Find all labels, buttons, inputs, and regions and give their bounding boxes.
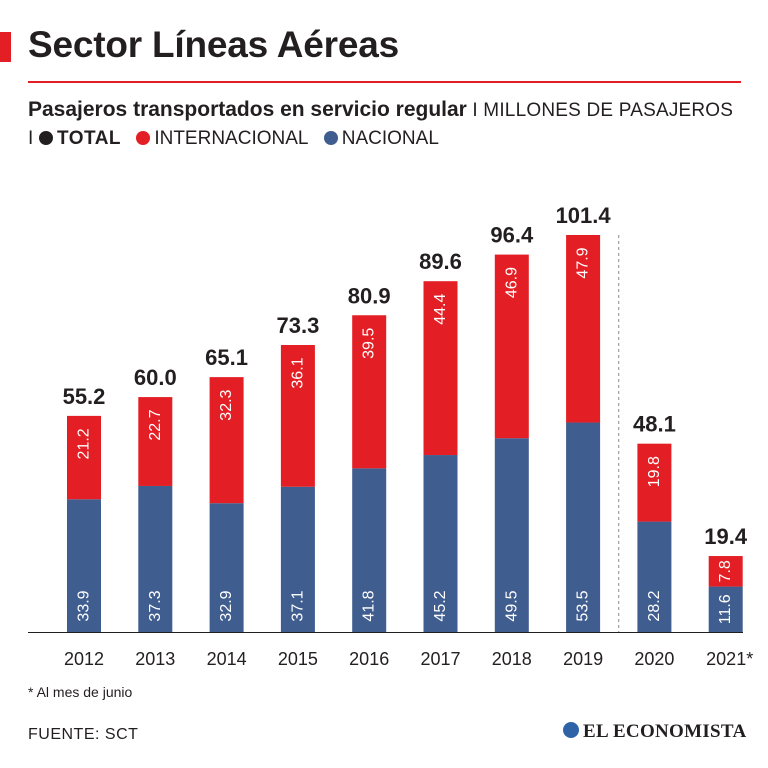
legend-total-dot bbox=[38, 131, 53, 145]
x-tick-2013: 2013 bbox=[135, 649, 175, 669]
bar-nacional-2017 bbox=[423, 455, 458, 632]
label-nacional-2020: 28.2 bbox=[646, 590, 663, 621]
total-label-2018: 96.4 bbox=[490, 223, 534, 248]
label-internacional-2016: 39.5 bbox=[361, 328, 378, 359]
title-divider bbox=[28, 81, 741, 83]
legend-internacional-dot bbox=[136, 131, 151, 145]
x-tick-2018: 2018 bbox=[492, 649, 532, 669]
bar-internacional-2014 bbox=[209, 377, 244, 504]
legend-internacional-label: INTERNACIONAL bbox=[154, 128, 309, 149]
total-label-2012: 55.2 bbox=[63, 384, 106, 409]
label-nacional-2012: 33.9 bbox=[76, 590, 93, 621]
x-tick-2021*: 2021* bbox=[706, 649, 753, 669]
total-label-2016: 80.9 bbox=[348, 283, 391, 308]
x-tick-2020: 2020 bbox=[634, 649, 674, 669]
legend-nacional-label: NACIONAL bbox=[341, 128, 439, 149]
label-nacional-2021*: 11.6 bbox=[717, 594, 734, 624]
bar-internacional-2016 bbox=[352, 315, 387, 469]
brand-name: EL ECONOMISTA bbox=[583, 721, 747, 742]
legend-item-total: TOTAL bbox=[38, 128, 122, 149]
label-nacional-2013: 37.3 bbox=[147, 590, 164, 621]
legend-total-label: TOTAL bbox=[56, 128, 122, 149]
bar-internacional-2020 bbox=[637, 443, 672, 522]
bar-internacional-2017 bbox=[423, 281, 458, 456]
bar-nacional-2015 bbox=[280, 486, 315, 632]
bar-internacional-2012 bbox=[67, 415, 101, 500]
x-tick-2016: 2016 bbox=[349, 649, 389, 669]
total-label-2020: 48.1 bbox=[633, 412, 676, 437]
bar-nacional-2018 bbox=[494, 438, 529, 632]
label-internacional-2021*: 7.8 bbox=[717, 560, 734, 582]
x-tick-2014: 2014 bbox=[207, 649, 247, 669]
label-internacional-2013: 22.7 bbox=[147, 409, 164, 440]
bar-nacional-2016 bbox=[352, 468, 387, 632]
legend-item-nacional: NACIONAL bbox=[323, 128, 439, 149]
label-nacional-2017: 45.2 bbox=[432, 590, 449, 621]
bar-nacional-2021* bbox=[708, 586, 743, 632]
bar-internacional-2019 bbox=[566, 235, 601, 423]
label-internacional-2014: 32.3 bbox=[218, 389, 235, 420]
total-label-2019: 101.4 bbox=[556, 203, 612, 228]
brand-logo: EL ECONOMISTA bbox=[563, 721, 747, 743]
total-label-2013: 60.0 bbox=[134, 365, 177, 390]
label-internacional-2018: 46.9 bbox=[503, 267, 520, 298]
label-nacional-2016: 41.8 bbox=[361, 590, 378, 621]
brand-globe-icon bbox=[563, 722, 579, 738]
x-tick-2017: 2017 bbox=[420, 649, 460, 669]
total-label-2015: 73.3 bbox=[276, 313, 319, 338]
chart-subtitle: Pasajeros transportados en servicio regu… bbox=[28, 96, 743, 153]
label-nacional-2018: 49.5 bbox=[503, 590, 520, 621]
label-internacional-2015: 36.1 bbox=[289, 357, 306, 388]
legend-item-internacional: INTERNACIONAL bbox=[136, 128, 308, 149]
bar-nacional-2020 bbox=[637, 521, 672, 632]
total-label-2017: 89.6 bbox=[419, 249, 462, 274]
total-label-2014: 65.1 bbox=[205, 345, 248, 370]
source-note: FUENTE: SCT bbox=[28, 726, 139, 743]
label-internacional-2017: 44.4 bbox=[432, 294, 449, 325]
bar-nacional-2014 bbox=[209, 503, 244, 632]
bar-internacional-2015 bbox=[280, 345, 315, 487]
footnote: * Al mes de junio bbox=[28, 684, 133, 700]
label-nacional-2019: 53.5 bbox=[575, 590, 592, 621]
x-tick-2012: 2012 bbox=[64, 649, 104, 669]
label-nacional-2015: 37.1 bbox=[289, 590, 306, 621]
label-internacional-2020: 19.8 bbox=[646, 456, 663, 487]
x-tick-2019: 2019 bbox=[563, 649, 603, 669]
label-internacional-2012: 21.2 bbox=[76, 428, 93, 459]
label-internacional-2019: 47.9 bbox=[575, 247, 592, 278]
bar-internacional-2021* bbox=[708, 556, 743, 587]
subtitle-main: Pasajeros transportados en servicio regu… bbox=[28, 98, 467, 121]
bar-internacional-2013 bbox=[138, 397, 173, 486]
x-tick-2015: 2015 bbox=[278, 649, 318, 669]
legend-nacional-dot bbox=[323, 131, 338, 145]
bar-nacional-2013 bbox=[138, 485, 173, 632]
subtitle-unit: I MILLONES DE PASAJEROS I bbox=[28, 100, 734, 149]
bar-nacional-2012 bbox=[67, 499, 101, 632]
total-label-2021*: 19.4 bbox=[704, 524, 748, 549]
bar-nacional-2019 bbox=[566, 422, 601, 632]
bar-internacional-2018 bbox=[494, 254, 529, 439]
label-nacional-2014: 32.9 bbox=[218, 590, 235, 621]
title-accent-bar bbox=[0, 32, 11, 62]
page-title: Sector Líneas Aéreas bbox=[28, 24, 399, 65]
